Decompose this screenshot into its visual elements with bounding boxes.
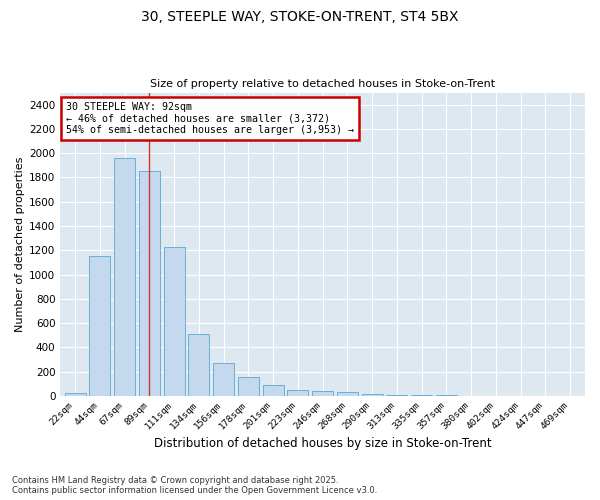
Bar	[411, 395, 432, 396]
Y-axis label: Number of detached properties: Number of detached properties	[15, 156, 25, 332]
Bar	[312, 391, 333, 396]
Bar	[89, 256, 110, 396]
Text: 30 STEEPLE WAY: 92sqm
← 46% of detached houses are smaller (3,372)
54% of semi-d: 30 STEEPLE WAY: 92sqm ← 46% of detached …	[65, 102, 353, 135]
Bar	[164, 246, 185, 396]
Bar	[65, 393, 86, 396]
Bar	[263, 385, 284, 396]
Bar	[238, 377, 259, 396]
X-axis label: Distribution of detached houses by size in Stoke-on-Trent: Distribution of detached houses by size …	[154, 437, 491, 450]
Bar	[287, 390, 308, 396]
Text: Contains HM Land Registry data © Crown copyright and database right 2025.
Contai: Contains HM Land Registry data © Crown c…	[12, 476, 377, 495]
Title: Size of property relative to detached houses in Stoke-on-Trent: Size of property relative to detached ho…	[150, 79, 495, 89]
Bar	[362, 394, 383, 396]
Bar	[337, 392, 358, 396]
Bar	[139, 172, 160, 396]
Bar	[188, 334, 209, 396]
Bar	[114, 158, 135, 396]
Text: 30, STEEPLE WAY, STOKE-ON-TRENT, ST4 5BX: 30, STEEPLE WAY, STOKE-ON-TRENT, ST4 5BX	[141, 10, 459, 24]
Bar	[386, 395, 407, 396]
Bar	[213, 363, 234, 396]
